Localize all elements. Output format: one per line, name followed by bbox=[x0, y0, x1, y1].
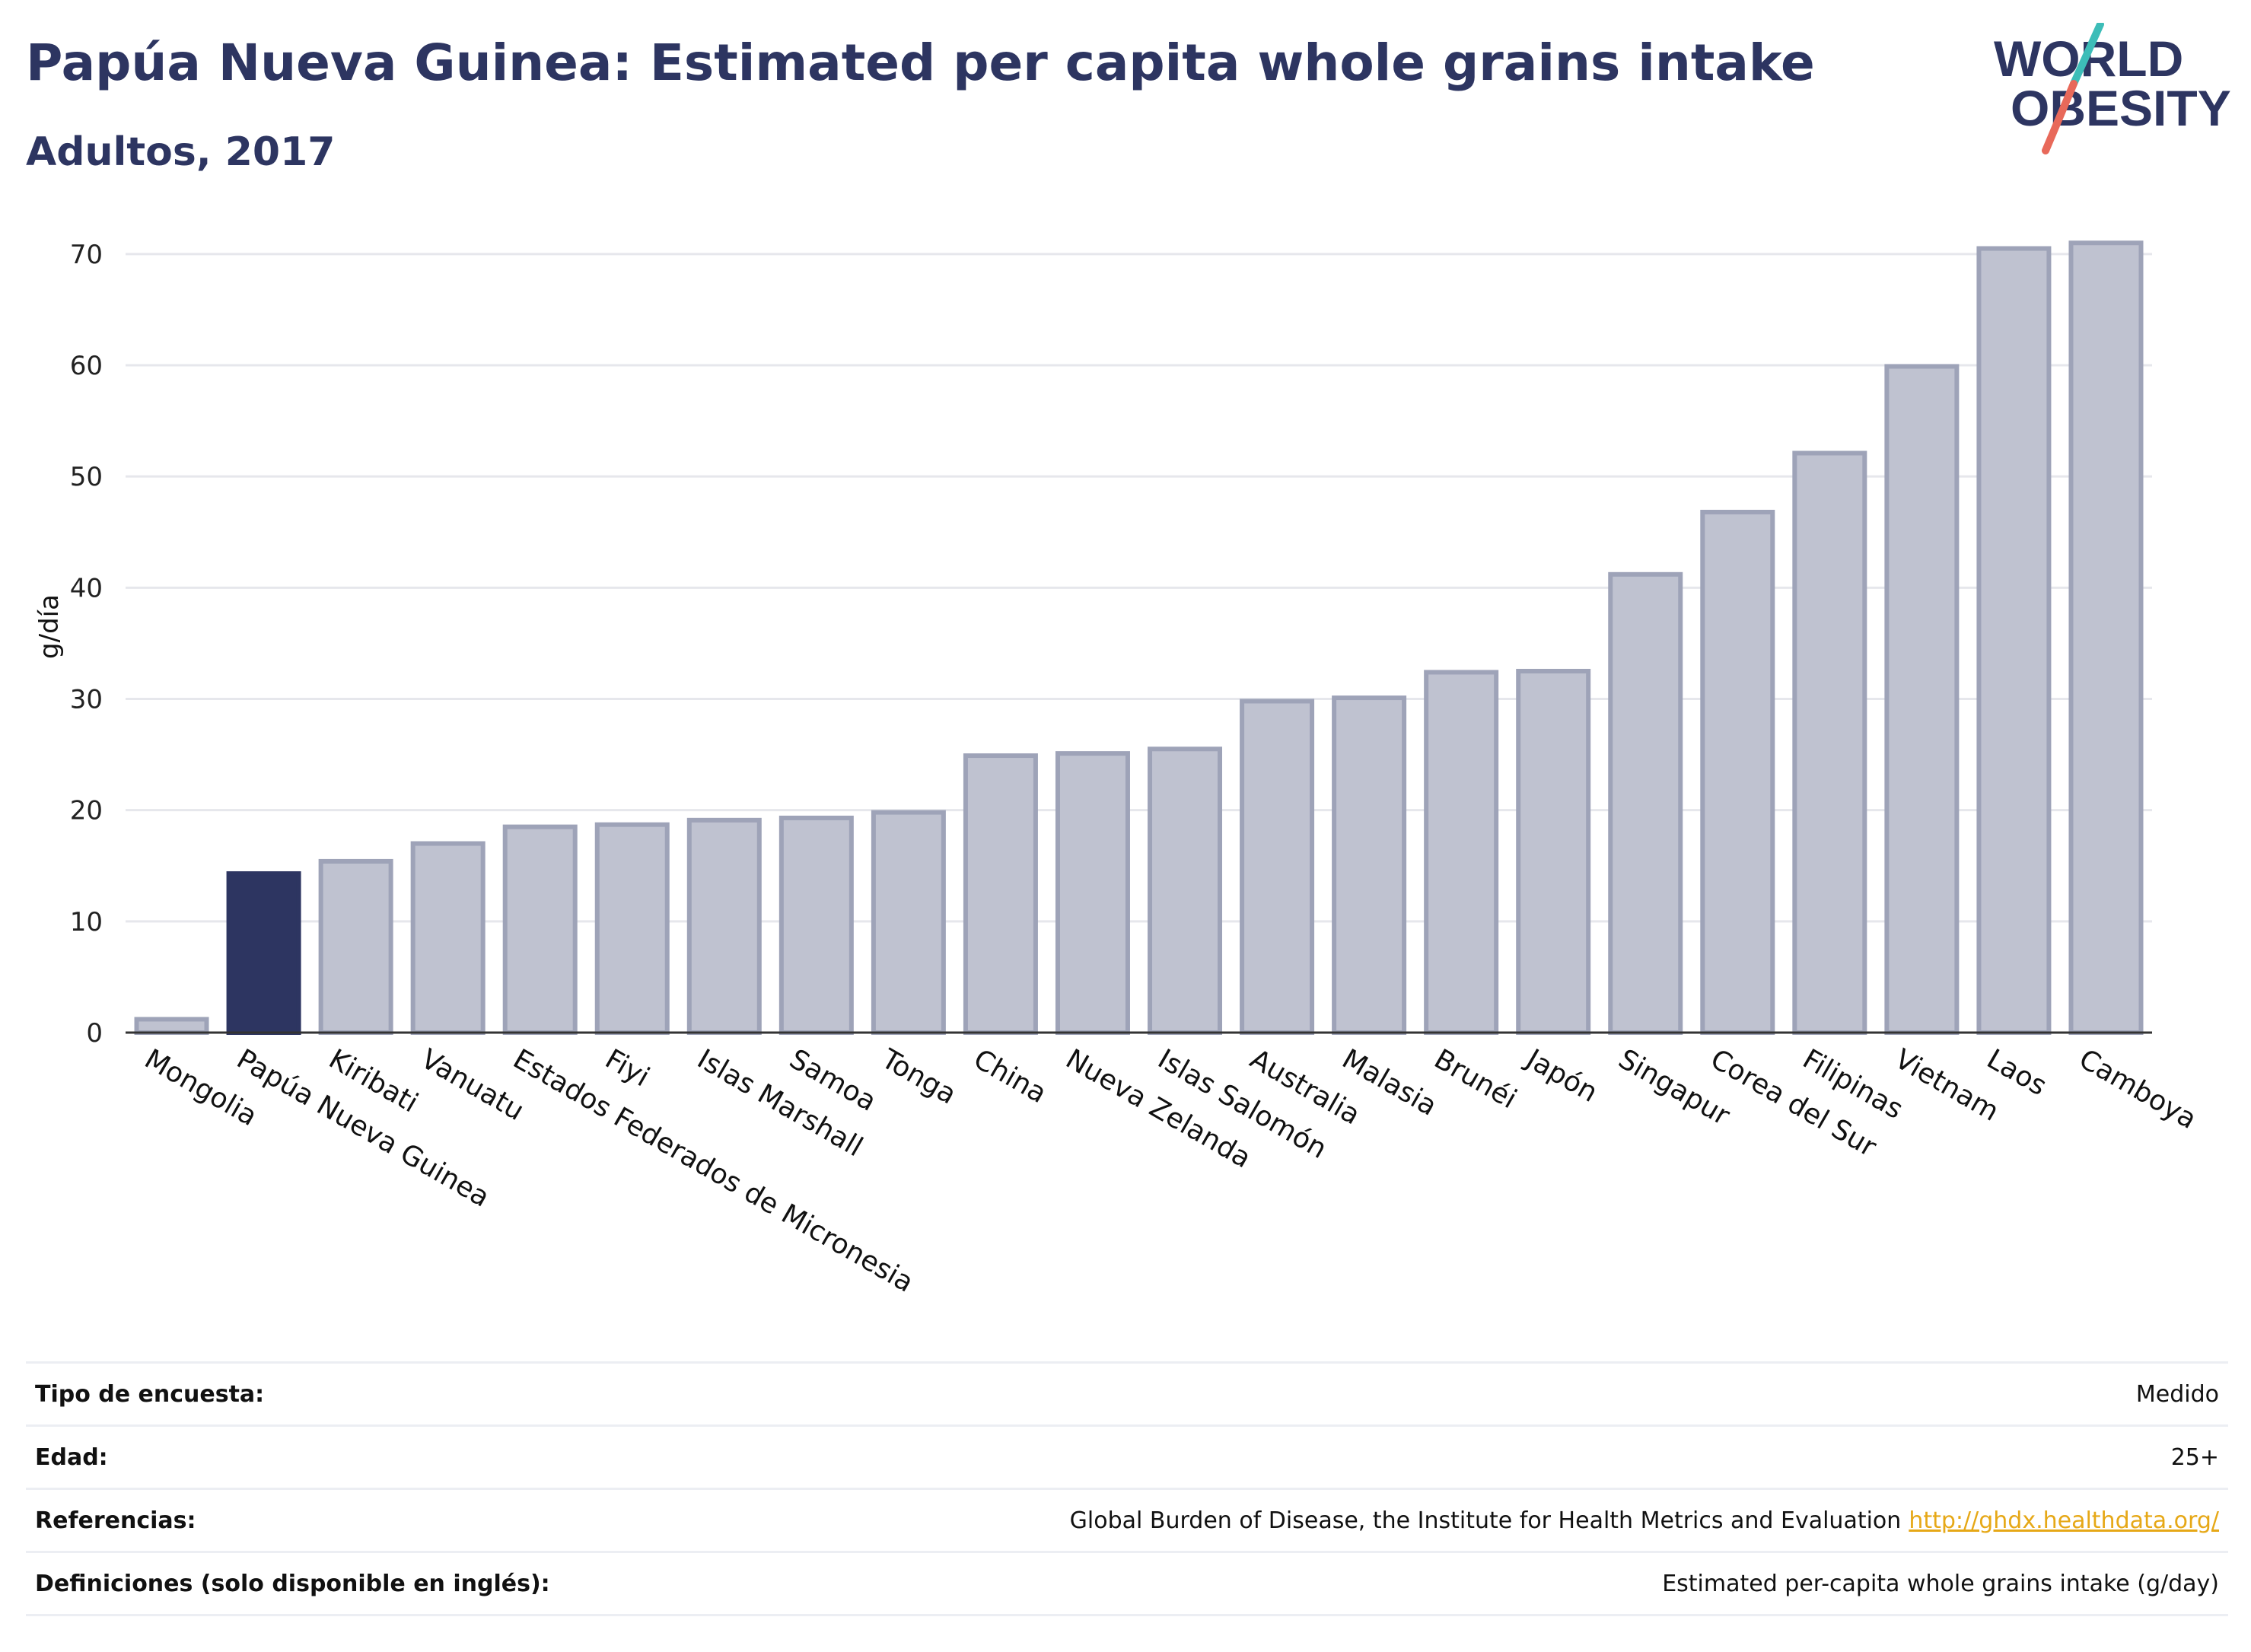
meta-survey-label: Tipo de encuesta: bbox=[35, 1380, 265, 1408]
bar bbox=[318, 858, 393, 1036]
logo-text-obesity: OBESITY bbox=[2011, 80, 2231, 136]
meta-row-survey: Tipo de encuesta: Medido bbox=[26, 1364, 2228, 1427]
bar bbox=[1976, 246, 2052, 1035]
y-tick-label: 0 bbox=[86, 1018, 103, 1049]
y-tick-label: 10 bbox=[70, 907, 103, 937]
x-tick-label: Tonga bbox=[876, 1043, 962, 1111]
bar bbox=[502, 824, 578, 1036]
bar bbox=[871, 810, 946, 1035]
bar bbox=[594, 822, 670, 1035]
bar bbox=[2068, 240, 2144, 1035]
meta-age-value: 25+ bbox=[2170, 1444, 2219, 1471]
metadata-table: Tipo de encuesta: Medido Edad: 25+ Refer… bbox=[26, 1361, 2228, 1616]
meta-refs-value-wrap: Global Burden of Disease, the Institute … bbox=[1070, 1507, 2219, 1534]
meta-row-references: Referencias: Global Burden of Disease, t… bbox=[26, 1490, 2228, 1553]
bar bbox=[1608, 571, 1683, 1035]
y-tick-label: 30 bbox=[70, 685, 103, 715]
world-obesity-logo: WORLD OBESITY bbox=[1994, 23, 2231, 154]
chart-subtitle: Adultos, 2017 bbox=[26, 129, 336, 175]
y-axis-label: g/día bbox=[34, 594, 65, 659]
bar bbox=[1516, 668, 1591, 1035]
bar bbox=[1148, 746, 1223, 1035]
bar bbox=[1884, 364, 1960, 1035]
bar bbox=[963, 753, 1038, 1035]
meta-refs-link[interactable]: http://ghdx.healthdata.org/ bbox=[1909, 1507, 2219, 1534]
bar bbox=[686, 817, 762, 1036]
x-tick-label: Fiyi bbox=[600, 1043, 654, 1093]
bar bbox=[134, 1017, 209, 1036]
chart-title: Papúa Nueva Guinea: Estimated per capita… bbox=[26, 33, 1815, 92]
bar bbox=[1424, 670, 1499, 1035]
meta-refs-label: Referencias: bbox=[35, 1507, 196, 1534]
bar bbox=[410, 841, 486, 1035]
bar bbox=[1700, 509, 1775, 1035]
meta-row-age: Edad: 25+ bbox=[26, 1427, 2228, 1490]
x-tick-label: Vanuatu bbox=[415, 1043, 529, 1127]
y-tick-label: 40 bbox=[70, 573, 103, 603]
y-tick-label: 50 bbox=[70, 462, 103, 492]
meta-row-definitions: Definiciones (solo disponible en inglés)… bbox=[26, 1553, 2228, 1616]
x-tick-label: China bbox=[968, 1043, 1052, 1109]
x-tick-label: Vietnam bbox=[1890, 1043, 2004, 1128]
meta-defs-label: Definiciones (solo disponible en inglés)… bbox=[35, 1570, 550, 1597]
y-tick-label: 70 bbox=[70, 240, 103, 270]
y-tick-label: 20 bbox=[70, 796, 103, 826]
meta-age-label: Edad: bbox=[35, 1444, 108, 1471]
logo-slash-bottom bbox=[2042, 80, 2077, 154]
x-tick-label: Brunéi bbox=[1429, 1043, 1522, 1115]
bar bbox=[1055, 751, 1130, 1035]
meta-defs-value: Estimated per-capita whole grains intake… bbox=[1662, 1570, 2219, 1597]
bar bbox=[1792, 450, 1867, 1035]
bar bbox=[1332, 695, 1407, 1036]
x-tick-label: Japón bbox=[1520, 1042, 1603, 1109]
meta-refs-value: Global Burden of Disease, the Institute … bbox=[1069, 1507, 1902, 1534]
logo-slash-top bbox=[2070, 23, 2104, 88]
y-tick-label: 60 bbox=[70, 351, 103, 381]
x-tick-label: Camboya bbox=[2074, 1043, 2202, 1135]
meta-survey-value: Medido bbox=[2135, 1380, 2219, 1408]
bar bbox=[778, 815, 854, 1035]
bar-highlighted bbox=[226, 871, 301, 1036]
bar bbox=[1240, 699, 1315, 1035]
